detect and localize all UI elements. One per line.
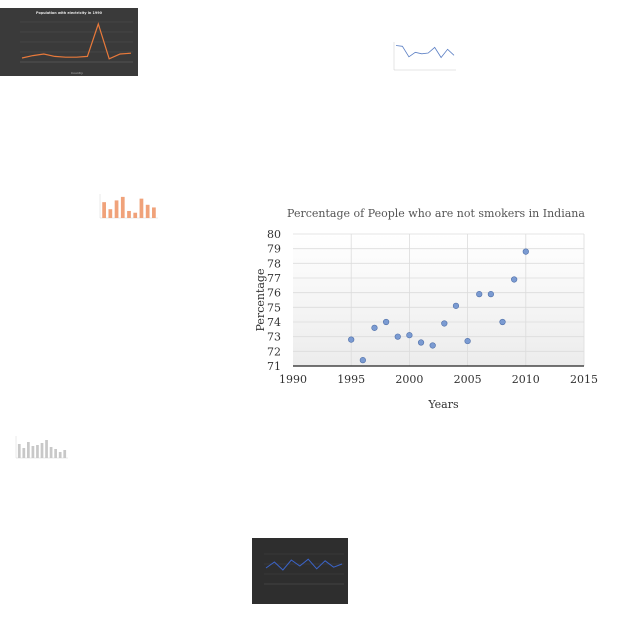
data-point: [499, 318, 506, 326]
y-tick-label: 72: [267, 345, 281, 358]
x-tick-label: 2010: [512, 373, 540, 386]
data-point: [348, 336, 355, 343]
thumb-bar: [127, 210, 131, 218]
thumb5-series-line: [265, 558, 343, 571]
data-point: [476, 291, 483, 298]
thumb-bar: [120, 196, 125, 218]
data-point: [522, 248, 529, 255]
thumb-bar: [17, 444, 21, 458]
thumb5-background: [252, 538, 348, 604]
thumb1-title: Population with electricity in 1990: [36, 11, 103, 15]
thumbnail-bar-chart[interactable]: [92, 184, 162, 226]
grid-lines: [293, 233, 585, 366]
y-tick-label: 80: [267, 228, 281, 241]
thumb-bar: [49, 447, 53, 458]
main-scatter-chart: Percentage of People who are not smokers…: [254, 207, 598, 411]
data-point: [429, 342, 436, 349]
x-tick-label: 2015: [570, 373, 598, 386]
thumb-bar: [58, 452, 62, 458]
thumb2-series-line: [395, 45, 455, 59]
data-point: [371, 324, 378, 331]
thumb-bar: [114, 200, 119, 218]
thumb-bar: [102, 202, 106, 218]
x-tick-label: 2000: [395, 373, 423, 386]
thumb-bar: [108, 209, 113, 218]
x-axis-label: Years: [427, 398, 459, 411]
data-point: [511, 276, 518, 283]
thumbnail-air-quality-chart[interactable]: [252, 538, 348, 604]
thumb1-series-line: [21, 22, 132, 60]
y-tick-label: 77: [267, 272, 281, 285]
thumb-bar: [22, 448, 26, 458]
thumb-bar: [63, 450, 67, 458]
thumbnail-electricity-chart[interactable]: Population with electricity in 1990 Coun…: [0, 8, 138, 76]
thumb-bar: [36, 445, 39, 458]
x-tick-label: 1990: [279, 373, 307, 386]
data-point: [417, 339, 425, 346]
y-tick-label: 74: [267, 316, 281, 329]
thumbnail-gray-bar-chart[interactable]: [10, 430, 70, 464]
data-point: [359, 357, 366, 364]
thumb2-background: [384, 36, 460, 80]
thumb5-grid: [264, 553, 344, 585]
y-tick-label: 75: [267, 301, 281, 314]
y-tick-label: 79: [267, 243, 281, 256]
x-tick-label: 1995: [337, 373, 365, 386]
thumb-bar: [31, 446, 35, 458]
thumb-bar: [45, 440, 48, 458]
data-point: [452, 302, 460, 309]
data-point: [406, 332, 413, 339]
chart-title: Percentage of People who are not smokers…: [287, 207, 585, 220]
y-tick-label: 71: [267, 360, 281, 373]
data-point: [464, 337, 471, 345]
thumb-bar: [40, 443, 44, 458]
thumb-bar: [27, 442, 30, 458]
thumb-bar: [145, 204, 150, 218]
data-point: [441, 320, 448, 327]
plot-area: [293, 234, 584, 366]
thumb-bar: [54, 449, 57, 458]
data-point: [383, 318, 390, 326]
thumb1-xlabel: Country: [71, 71, 83, 75]
thumb1-grid: [20, 21, 133, 63]
thumb-bar: [139, 198, 144, 218]
y-tick-label: 73: [267, 331, 281, 344]
thumbnail-line-chart[interactable]: [384, 36, 460, 80]
thumb-bar: [152, 207, 156, 218]
thumb3-bars: [102, 196, 156, 218]
x-tick-label: 2005: [454, 373, 482, 386]
data-point: [487, 291, 494, 298]
y-tick-label: 76: [267, 287, 281, 300]
thumb-bar: [133, 212, 138, 218]
data-point: [394, 333, 401, 340]
y-tick-label: 78: [267, 257, 281, 270]
y-axis-label: Percentage: [254, 269, 267, 332]
data-points: [348, 248, 529, 364]
thumb4-bars: [17, 440, 67, 458]
x-tick-labels: 1990 1995 2000 2005 2010 2015: [279, 373, 598, 386]
